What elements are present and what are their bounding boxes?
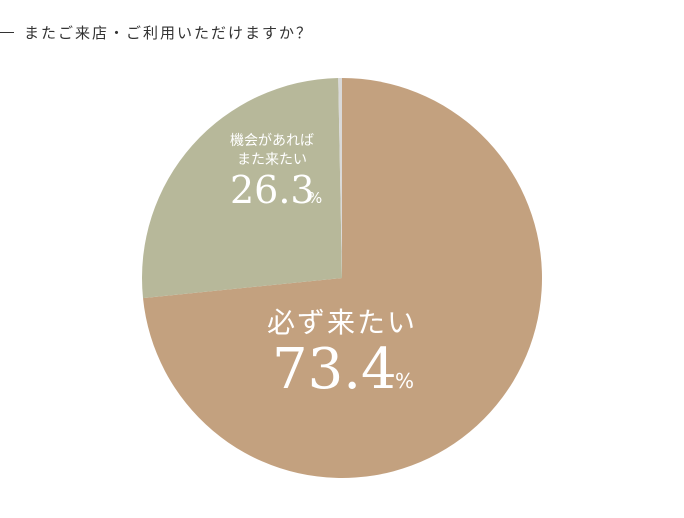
survey-question: またご来店・ご利用いただけますか？ (0, 20, 313, 44)
question-text: またご来店・ご利用いただけますか？ (24, 23, 314, 42)
pie-slice-other (338, 78, 342, 278)
slice-unit-come-if-chance: % (308, 189, 322, 207)
slice-unit-must-come: % (395, 369, 414, 393)
question-dash (0, 31, 14, 33)
slice-label-come-if-chance-line1: 機会があれば (230, 133, 314, 149)
pie-slice-come-if-chance (142, 78, 342, 299)
slice-value-come-if-chance: 26.3 (230, 168, 315, 212)
slice-value-must-come: 73.4 (272, 337, 397, 402)
slice-label-must-come: 必ず来たい (267, 306, 417, 339)
pie-slice-must-come (143, 78, 542, 478)
slice-label-come-if-chance-line2: また来たい (237, 152, 307, 168)
